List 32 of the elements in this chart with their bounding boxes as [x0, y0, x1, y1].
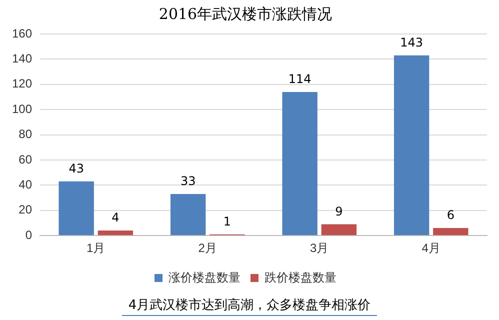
y-tick-label: 160: [12, 26, 32, 40]
x-tick-label: 4月: [422, 241, 440, 256]
bar: [58, 181, 94, 236]
y-tick-label: 40: [18, 178, 32, 192]
legend-label: 跌价楼盘数量: [264, 270, 336, 284]
y-tick-label: 80: [18, 127, 32, 142]
y-tick-label: 140: [12, 52, 32, 66]
bar: [98, 230, 134, 236]
data-label: 114: [288, 72, 312, 86]
data-label: 9: [335, 204, 343, 218]
y-tick-label: 120: [12, 76, 32, 91]
bar: [282, 92, 318, 236]
bar: [170, 194, 206, 236]
data-label: 33: [180, 174, 196, 188]
data-label: 6: [446, 208, 455, 222]
data-label: 1: [223, 214, 232, 228]
y-tick-label: 0: [25, 228, 32, 242]
y-tick-label: 100: [12, 102, 32, 116]
y-tick-label: 20: [18, 202, 32, 217]
y-tick-label: 60: [18, 152, 32, 166]
chart-title: 2016年武汉楼市涨跌情况: [158, 4, 332, 23]
data-label: 43: [68, 162, 84, 176]
text: 4月武汉楼市达到高潮，众多楼盘争相涨价: [122, 296, 377, 316]
x-tick-label: 3月: [310, 241, 329, 256]
bar: [433, 228, 468, 236]
bar: [321, 224, 357, 236]
legend-label: 涨价楼盘数量: [168, 270, 240, 284]
data-label: 143: [400, 36, 424, 50]
bar: [394, 55, 430, 236]
x-tick-label: 2月: [198, 241, 217, 256]
data-label: 4: [112, 210, 120, 225]
x-tick-label: 1月: [86, 241, 106, 256]
